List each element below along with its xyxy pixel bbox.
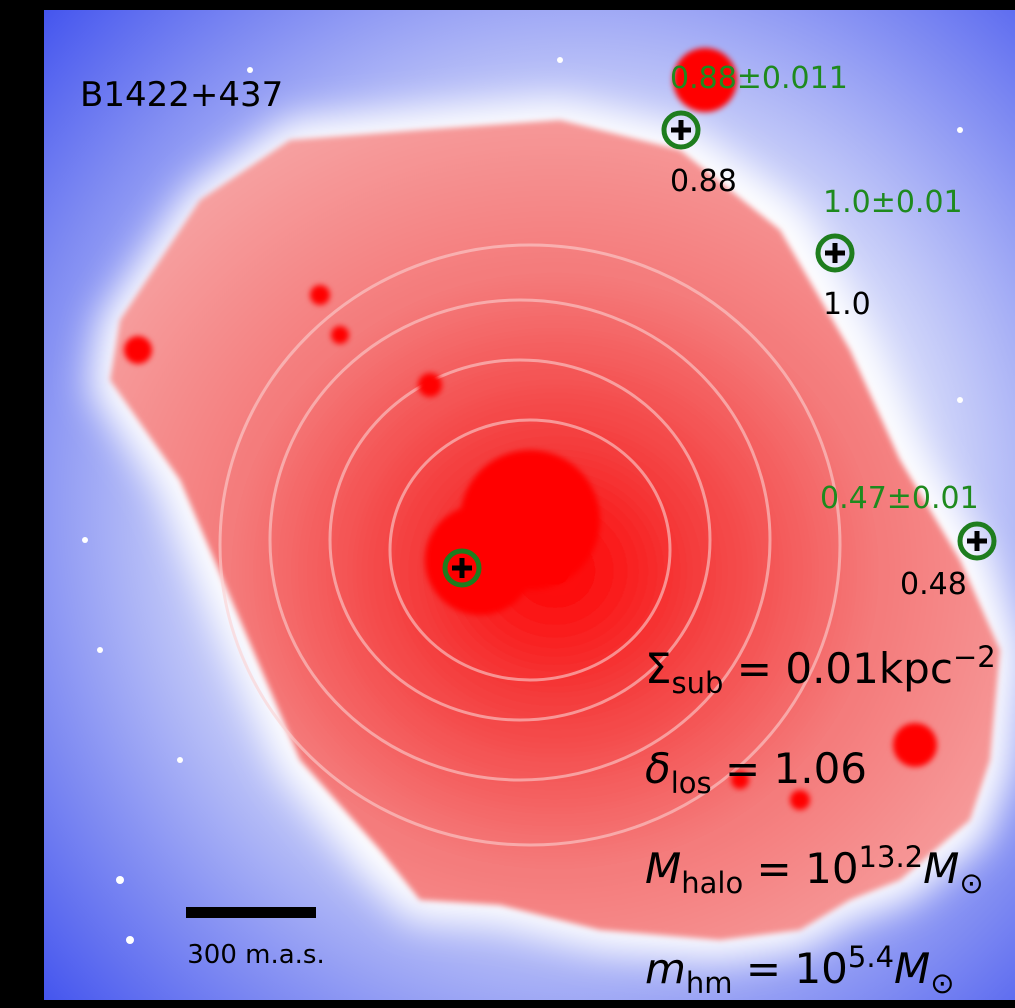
figure: B1422+437 0.88±0.011 0.88 1.0±0.01 1.0 0… — [0, 0, 1015, 1008]
subscript: sub — [672, 666, 724, 700]
subscript: hm — [686, 966, 733, 1000]
value-text: = 10 — [743, 844, 858, 893]
superscript: −2 — [953, 640, 996, 674]
unit-subscript: ⊙ — [930, 966, 954, 1000]
measured-flux: 1.0±0.01 — [823, 185, 963, 220]
measured-flux: 0.47±0.01 — [820, 481, 979, 516]
symbol: Σ — [645, 644, 672, 693]
measured-flux: 0.88±0.011 — [670, 61, 848, 96]
unit-subscript: ⊙ — [959, 866, 983, 900]
unit: M — [923, 844, 959, 893]
value-text: = 0.01kpc — [723, 644, 952, 693]
superscript: 5.4 — [848, 940, 894, 974]
symbol: δ — [645, 744, 671, 793]
value-text: = 10 — [733, 944, 848, 993]
scale-label: 300 m.a.s. — [187, 940, 325, 970]
page: B1422+437 0.88±0.011 0.88 1.0±0.01 1.0 0… — [0, 0, 1015, 1008]
symbol: M — [645, 844, 681, 893]
model-flux: 0.48 — [900, 567, 967, 602]
scale-bar — [186, 907, 316, 918]
subscript: halo — [681, 866, 743, 900]
unit: M — [894, 944, 930, 993]
title: B1422+437 — [80, 75, 283, 115]
model-flux: 1.0 — [823, 287, 871, 322]
model-flux: 0.88 — [670, 164, 737, 199]
superscript: 13.2 — [859, 840, 924, 874]
subscript: los — [671, 766, 712, 800]
value-text: = 1.06 — [712, 744, 867, 793]
symbol: m — [645, 944, 686, 993]
